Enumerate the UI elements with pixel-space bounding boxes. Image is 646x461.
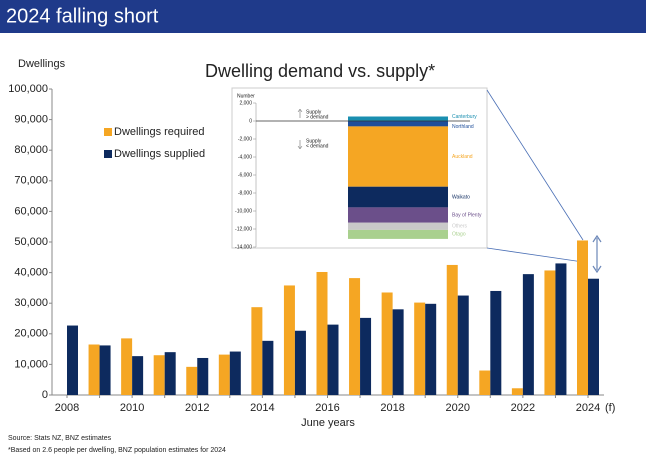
bar	[99, 345, 111, 395]
y-axis-label: Dwellings	[18, 58, 66, 70]
bar	[186, 366, 198, 395]
segment-label: Canterbury	[452, 114, 477, 120]
y-tick-label: 100,000	[8, 83, 48, 95]
stack-segment	[348, 229, 448, 239]
bar	[229, 351, 241, 395]
bar	[544, 270, 556, 395]
bar	[392, 309, 404, 395]
inset-y-tick-label: -6,000	[238, 172, 252, 178]
bar	[577, 240, 588, 395]
stack-segment	[348, 126, 448, 187]
legend-swatch	[104, 150, 112, 158]
bar	[164, 352, 176, 395]
inset-y-tick-label: 2,000	[239, 100, 252, 106]
segment-label: Others	[452, 224, 468, 230]
y-tick-label: 70,000	[14, 175, 48, 187]
bar	[414, 302, 426, 395]
header-title: 2024 falling short	[6, 5, 159, 27]
x-tick-label: 2014	[250, 402, 274, 414]
bar	[522, 274, 534, 395]
segment-label: Otago	[452, 232, 466, 238]
bar	[153, 355, 165, 395]
inset-y-tick-label: -8,000	[238, 190, 252, 196]
bar	[88, 344, 100, 395]
bar	[360, 317, 372, 395]
segment-label: Bay of Plenty	[452, 212, 482, 218]
bar	[588, 278, 599, 395]
inset-y-label: Number	[237, 93, 255, 99]
bar	[67, 325, 78, 395]
y-tick-label: 20,000	[14, 328, 48, 340]
bar	[457, 295, 469, 395]
inset-y-tick-label: 0	[249, 118, 252, 124]
y-tick-label: 10,000	[14, 358, 48, 370]
x-axis-label: June years	[301, 417, 355, 429]
bar	[555, 263, 567, 395]
bar	[446, 264, 458, 395]
stack-segment	[348, 186, 448, 208]
inset-y-tick-label: -10,000	[235, 208, 252, 214]
bar	[327, 324, 339, 395]
x-annotation: (f)	[605, 402, 615, 414]
bar	[349, 278, 361, 395]
y-tick-label: 0	[42, 389, 48, 401]
y-tick-label: 40,000	[14, 267, 48, 279]
bar	[262, 340, 274, 395]
y-tick-label: 90,000	[14, 114, 48, 126]
inset-annotation: Supply	[306, 109, 322, 115]
footnote: Source: Stats NZ, BNZ estimates	[8, 435, 112, 442]
stack-segment	[348, 121, 448, 127]
stack-segment	[348, 207, 448, 223]
footnote: *Based on 2.6 people per dwelling, BNZ p…	[8, 447, 226, 454]
bar	[479, 370, 491, 395]
x-tick-label: 2008	[55, 402, 79, 414]
bar	[283, 285, 295, 395]
segment-label: Auckland	[452, 154, 473, 160]
bar	[381, 292, 393, 395]
header-bar	[0, 0, 646, 33]
x-tick-label: 2024	[576, 402, 600, 414]
inset-y-tick-label: -2,000	[238, 136, 252, 142]
bar	[218, 354, 230, 395]
x-tick-label: 2010	[120, 402, 144, 414]
chart-title: Dwelling demand vs. supply*	[205, 61, 435, 81]
inset-annotation: < demand	[306, 143, 329, 149]
legend-label: Dwellings supplied	[114, 148, 205, 160]
x-tick-label: 2016	[315, 402, 339, 414]
inset-y-tick-label: -4,000	[238, 154, 252, 160]
stack-segment	[348, 116, 448, 121]
bar	[511, 388, 523, 395]
connector	[486, 247, 584, 263]
stack-segment	[348, 222, 448, 230]
legend-swatch	[104, 128, 112, 136]
segment-label: Northland	[452, 124, 474, 130]
legend-label: Dwellings required	[114, 126, 205, 138]
bar	[197, 357, 209, 395]
bar	[251, 307, 263, 395]
y-tick-label: 80,000	[14, 144, 48, 156]
annotation-arrow	[297, 108, 303, 150]
y-tick-label: 50,000	[14, 236, 48, 248]
x-tick-label: 2012	[185, 402, 209, 414]
y-tick-label: 60,000	[14, 205, 48, 217]
y-tick-label: 30,000	[14, 297, 48, 309]
connector	[486, 89, 584, 241]
inset-y-tick-label: -12,000	[235, 226, 252, 232]
inset-annotation: > demand	[306, 114, 329, 120]
x-tick-label: 2022	[511, 402, 535, 414]
bar	[294, 330, 306, 395]
bar	[490, 290, 502, 395]
bar	[132, 356, 144, 395]
x-tick-label: 2018	[380, 402, 404, 414]
bar	[425, 303, 437, 395]
inset-annotation: Supply	[306, 138, 322, 144]
bar	[121, 338, 133, 395]
inset-y-tick-label: -14,000	[235, 244, 252, 250]
segment-label: Waikato	[452, 194, 470, 200]
gap-arrow-heads	[592, 234, 602, 274]
x-tick-label: 2020	[446, 402, 470, 414]
bar	[316, 271, 328, 395]
